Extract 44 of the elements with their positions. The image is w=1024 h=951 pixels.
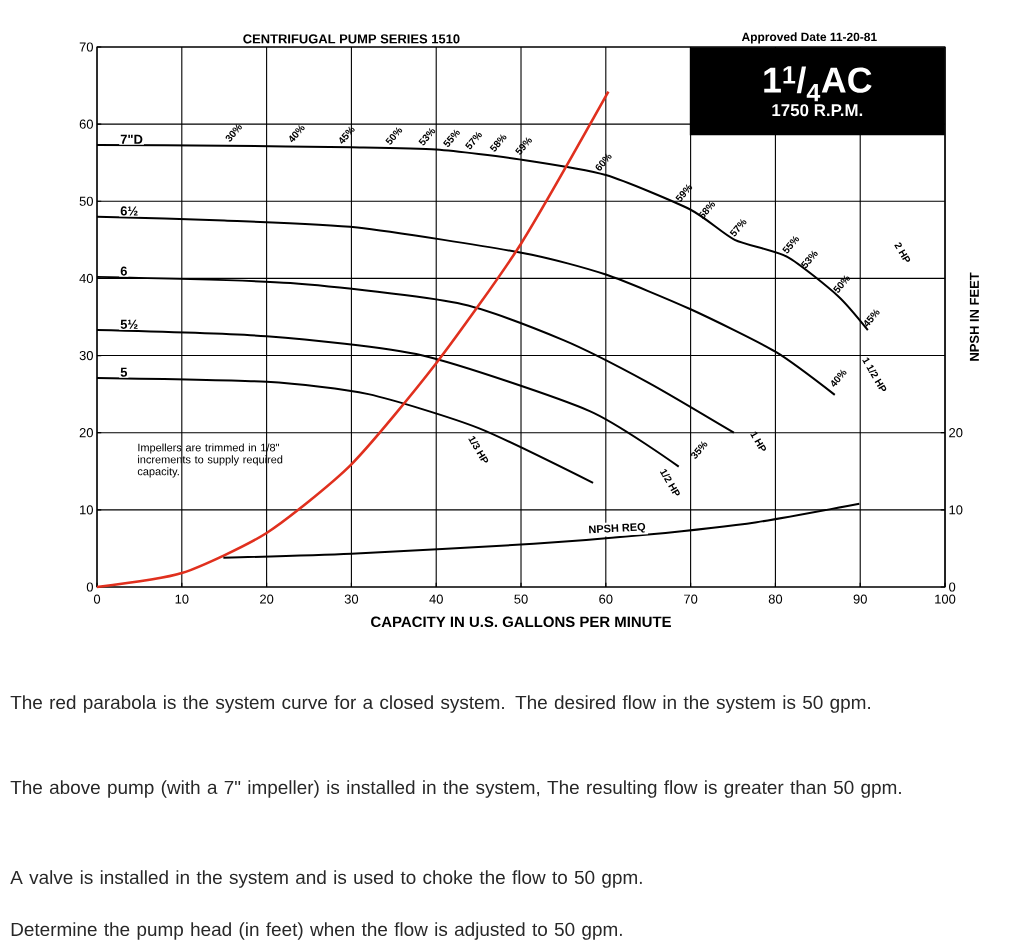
text: The red parabola is the system curve for a closed system. The desired flow in the system is 50 gpm. — [10, 695, 870, 713]
text: The above pump (with a 7" impeller) is installed in the system, The resulting flow is greater than 50 gpm. — [10, 780, 901, 798]
annotation: 1/3 HP — [468, 436, 489, 463]
chart-title: CENTRIFUGAL PUMP SERIES 1510 — [243, 34, 460, 44]
x-tick-label: 60 — [599, 594, 613, 604]
series-label: 6½ — [120, 206, 138, 216]
x-axis-title: CAPACITY IN U.S. GALLONS PER MINUTE — [371, 616, 671, 628]
x-tick-label: 20 — [260, 594, 274, 604]
x-tick-label: 90 — [853, 594, 867, 604]
y-tick-label: 0 — [86, 582, 93, 592]
y-tick-label: 40 — [79, 273, 93, 283]
x-tick-label: 30 — [344, 594, 359, 604]
x-tick-label: 100 — [935, 594, 956, 604]
annotation: 2 HP — [894, 242, 911, 262]
series-label: 6 — [120, 266, 127, 276]
x-tick-label: 70 — [684, 594, 698, 604]
series-label: NPSH REQ — [588, 522, 646, 534]
annotation: 1750 R.P.M. — [772, 104, 863, 117]
series-label: 5½ — [120, 319, 138, 329]
annotation: 1$^{1}$/$_{4}$AC — [764, 66, 872, 102]
series-label: 5 — [120, 367, 128, 377]
y2-axis-title: NPSH IN FEET — [969, 272, 979, 361]
x-tick-label: 80 — [768, 594, 783, 604]
chart-subtitle: Approved Date 11-20-81 — [741, 32, 877, 44]
y2-tick-label: 10 — [949, 505, 963, 515]
y-tick-label: 30 — [79, 350, 93, 361]
y-tick-label: 20 — [79, 428, 93, 438]
y-tick-label: 10 — [80, 505, 93, 515]
x-tick-label: 50 — [514, 594, 528, 604]
text: A valve is installed in the system and is used to choke the flow to 50 gpm. — [10, 870, 642, 888]
line-series — [222, 502, 861, 559]
y2-tick-label: 20 — [949, 428, 963, 438]
x-tick-label: 0 — [93, 594, 101, 604]
y-tick-label: 60 — [79, 119, 93, 129]
y2-tick-label: 0 — [949, 582, 956, 592]
x-tick-label: 40 — [429, 594, 443, 604]
annotation: 1/2 HP — [659, 469, 680, 496]
series-label: 7"D — [120, 134, 143, 144]
y-tick-label: 50 — [79, 196, 93, 206]
x-tick-label: 10 — [175, 594, 189, 604]
text: Determine the pump head (in feet) when the flow is adjusted to 50 gpm. — [11, 922, 622, 940]
y-tick-label: 70 — [79, 42, 93, 52]
annotation: 1 1/2 HP — [862, 357, 887, 391]
annotation: 1 HP — [750, 431, 766, 451]
